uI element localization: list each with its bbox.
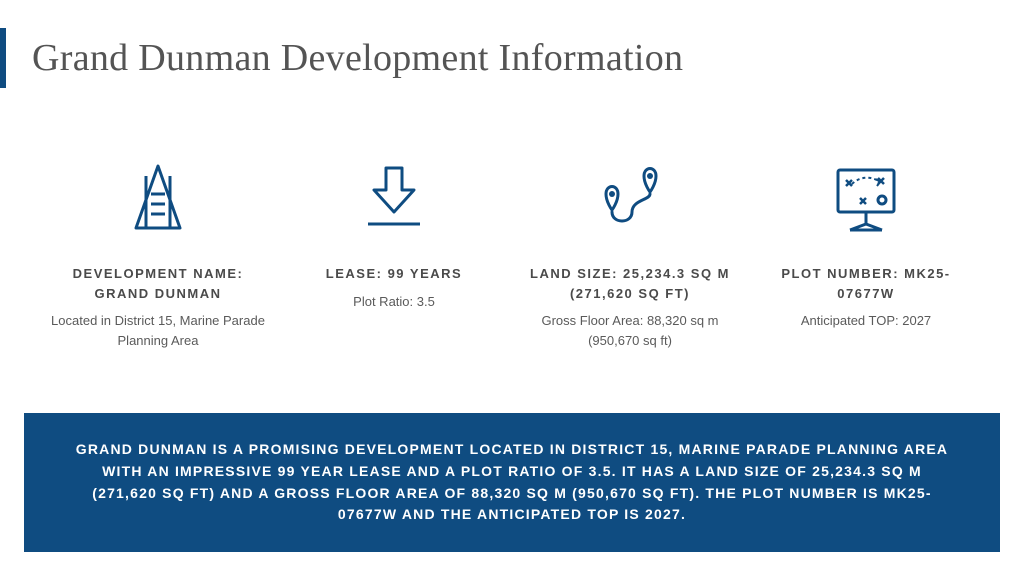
accent-bar bbox=[0, 28, 6, 88]
card-sub: Anticipated TOP: 2027 bbox=[801, 311, 931, 331]
card-sub: Located in District 15, Marine Parade Pl… bbox=[50, 311, 266, 350]
card-lease: LEASE: 99 YEARS Plot Ratio: 3.5 bbox=[286, 158, 502, 350]
card-heading: PLOT NUMBER: MK25-07677W bbox=[758, 264, 974, 303]
card-development-name: DEVELOPMENT NAME: GRAND DUNMAN Located i… bbox=[50, 158, 266, 350]
card-heading: LEASE: 99 YEARS bbox=[326, 264, 462, 284]
download-icon bbox=[362, 158, 426, 238]
title-row: Grand Dunman Development Information bbox=[0, 0, 1024, 98]
summary-text: GRAND DUNMAN IS A PROMISING DEVELOPMENT … bbox=[74, 439, 950, 526]
info-cards: DEVELOPMENT NAME: GRAND DUNMAN Located i… bbox=[0, 98, 1024, 390]
card-heading: DEVELOPMENT NAME: GRAND DUNMAN bbox=[50, 264, 266, 303]
page-title: Grand Dunman Development Information bbox=[32, 36, 683, 80]
card-sub: Plot Ratio: 3.5 bbox=[353, 292, 435, 312]
strategy-icon bbox=[830, 158, 902, 238]
summary-band: GRAND DUNMAN IS A PROMISING DEVELOPMENT … bbox=[24, 413, 1000, 552]
route-icon bbox=[588, 158, 672, 238]
card-plot-number: PLOT NUMBER: MK25-07677W Anticipated TOP… bbox=[758, 158, 974, 350]
card-land-size: LAND SIZE: 25,234.3 SQ M (271,620 SQ FT)… bbox=[522, 158, 738, 350]
card-sub: Gross Floor Area: 88,320 sq m (950,670 s… bbox=[522, 311, 738, 350]
card-heading: LAND SIZE: 25,234.3 SQ M (271,620 SQ FT) bbox=[522, 264, 738, 303]
document-icon bbox=[128, 158, 188, 238]
